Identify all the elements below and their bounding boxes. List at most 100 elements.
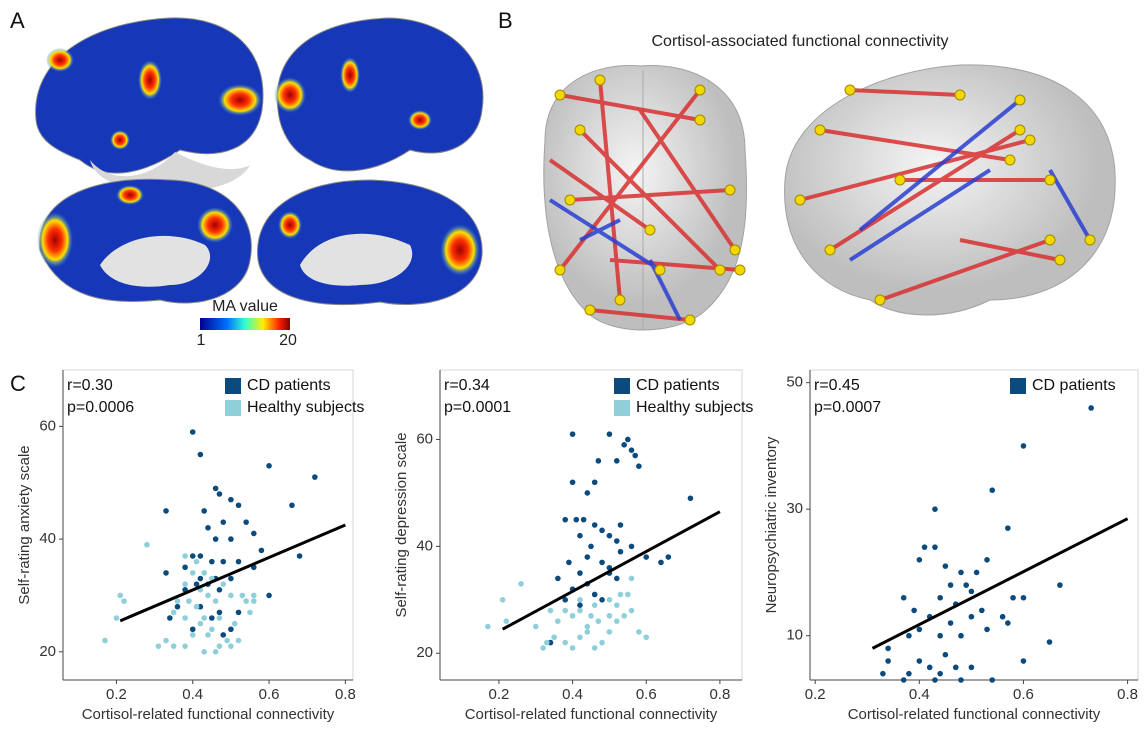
scatter-point: [577, 602, 583, 608]
x-axis-label: Cortisol-related functional connectivity: [465, 706, 718, 723]
scatter-point: [266, 593, 272, 599]
figure: A B C MA value 1 20 Cortisol-associated …: [0, 0, 1147, 724]
x-tick-label: 0.8: [1117, 686, 1138, 703]
scatter-point: [607, 629, 613, 635]
y-tick-label: 40: [416, 537, 433, 554]
x-axis-label: Cortisol-related functional connectivity: [82, 706, 335, 723]
scatter-point: [979, 608, 985, 614]
scatter-point: [592, 592, 598, 598]
scatter-point: [217, 610, 223, 616]
annotation: p=0.0001: [444, 399, 511, 416]
scatter-point: [917, 658, 923, 664]
scatter-point: [963, 582, 969, 588]
scatter-point: [592, 645, 598, 651]
scatter-point: [220, 519, 226, 525]
x-tick-label: 0.8: [709, 686, 730, 703]
scatter-point: [625, 437, 631, 443]
legend-swatch: [225, 378, 241, 394]
scatter-point: [236, 502, 242, 508]
scatter-point: [548, 608, 554, 614]
scatter-point: [1088, 405, 1094, 411]
scatter-point: [163, 570, 169, 576]
scatter-point: [243, 598, 249, 604]
scatter-point: [577, 570, 583, 576]
colorbar-title: MA value: [212, 298, 278, 315]
scatter-point: [901, 595, 907, 601]
scatter-point: [614, 576, 620, 582]
scatter-point: [562, 608, 568, 614]
scatter-point: [636, 629, 642, 635]
colorbar-min: 1: [197, 332, 206, 349]
scatter-point: [175, 604, 181, 610]
scatter-point: [240, 593, 246, 599]
scatter-point: [243, 519, 249, 525]
scatter-point: [592, 602, 598, 608]
scatter-point: [518, 581, 524, 587]
scatter-point: [932, 506, 938, 512]
legend-label: CD patients: [636, 377, 720, 394]
scatter-point: [201, 570, 207, 576]
scatter-point: [1021, 658, 1027, 664]
scatter-point: [217, 587, 223, 593]
scatter-point: [636, 463, 642, 469]
scatter-point: [577, 608, 583, 614]
legend-label: CD patients: [247, 377, 331, 394]
scatter-point: [171, 643, 177, 649]
scatter-point: [658, 560, 664, 566]
scatter-point: [607, 613, 613, 619]
scatter-point: [989, 677, 995, 683]
scatter-point: [592, 479, 598, 485]
scatter-point: [1047, 639, 1053, 645]
scatter-point: [629, 608, 635, 614]
scatter-point: [588, 544, 594, 550]
scatter-point: [592, 522, 598, 528]
scatter-point: [922, 544, 928, 550]
scatter-point: [917, 627, 923, 633]
scatter-point: [948, 620, 954, 626]
annotation: r=0.45: [814, 377, 860, 394]
scatter-point: [1057, 582, 1063, 588]
x-tick-label: 0.8: [335, 686, 356, 703]
scatter-point: [1021, 595, 1027, 601]
scatter-point: [621, 442, 627, 448]
scatter-point: [562, 517, 568, 523]
scatter-point: [217, 615, 223, 621]
scatter-point: [228, 536, 234, 542]
scatter-point: [607, 533, 613, 539]
scatter-point: [596, 618, 602, 624]
scatter-point: [666, 554, 672, 560]
y-axis-label: Self-rating depression scale: [393, 432, 410, 617]
scatter-point: [190, 632, 196, 638]
fit-line: [503, 512, 720, 630]
connectivity-brains: [544, 65, 1115, 330]
scatter-point: [1021, 443, 1027, 449]
scatter-point: [117, 593, 123, 599]
scatter-point: [198, 452, 204, 458]
scatter-point: [190, 553, 196, 559]
x-tick-label: 0.6: [636, 686, 657, 703]
x-tick-label: 0.4: [182, 686, 203, 703]
scatter-point: [205, 632, 211, 638]
scatter-point: [1010, 595, 1016, 601]
scatter-point: [182, 615, 188, 621]
scatter-point: [906, 633, 912, 639]
scatter-point: [614, 602, 620, 608]
scatter-point: [632, 453, 638, 459]
scatter-point: [121, 598, 127, 604]
scatter-point: [209, 615, 215, 621]
scatter-point: [163, 638, 169, 644]
scatter-point: [213, 598, 219, 604]
panel-label: C: [10, 371, 26, 396]
scatter-point: [588, 613, 594, 619]
scatter-point: [917, 557, 923, 563]
scatter-point: [485, 624, 491, 630]
scatter-point: [577, 634, 583, 640]
scatter-point: [297, 553, 303, 559]
scatter-point: [209, 626, 215, 632]
y-axis-label: Neuropsychiatric inventory: [763, 436, 780, 613]
x-tick-label: 0.6: [1013, 686, 1034, 703]
scatter-point: [974, 570, 980, 576]
scatter-point: [251, 531, 257, 537]
x-tick-label: 0.2: [488, 686, 509, 703]
scatter-point: [577, 533, 583, 539]
